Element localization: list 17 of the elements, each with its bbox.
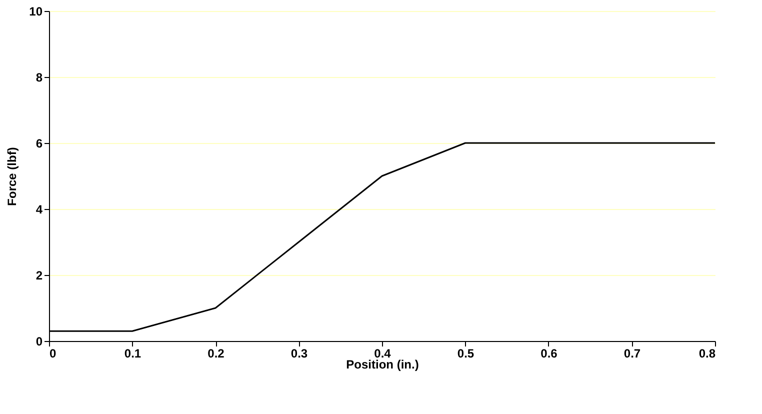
x-tick-label: 0.8 — [698, 346, 716, 360]
y-tick-label: 4 — [36, 202, 43, 216]
x-tick-label: 0.1 — [124, 346, 142, 360]
x-tick-label: 0.3 — [290, 346, 308, 360]
x-tick-label: 0.6 — [540, 346, 558, 360]
x-axis-title: Position (in.) — [346, 358, 419, 372]
x-tick-label: 0.7 — [624, 346, 641, 360]
y-tick-label: 8 — [36, 70, 43, 84]
y-axis-title: Force (lbf) — [5, 147, 20, 206]
y-tick-label: 10 — [29, 4, 43, 18]
x-tick-label: 0.4 — [374, 346, 392, 360]
x-tick-label: 0.2 — [208, 346, 225, 360]
y-tick-label: 6 — [36, 136, 43, 150]
y-tick-label: 0 — [36, 334, 43, 348]
x-tick-label: 0.5 — [457, 346, 474, 360]
x-tick-label: 0 — [50, 346, 56, 360]
y-tick-label: 2 — [36, 268, 43, 282]
